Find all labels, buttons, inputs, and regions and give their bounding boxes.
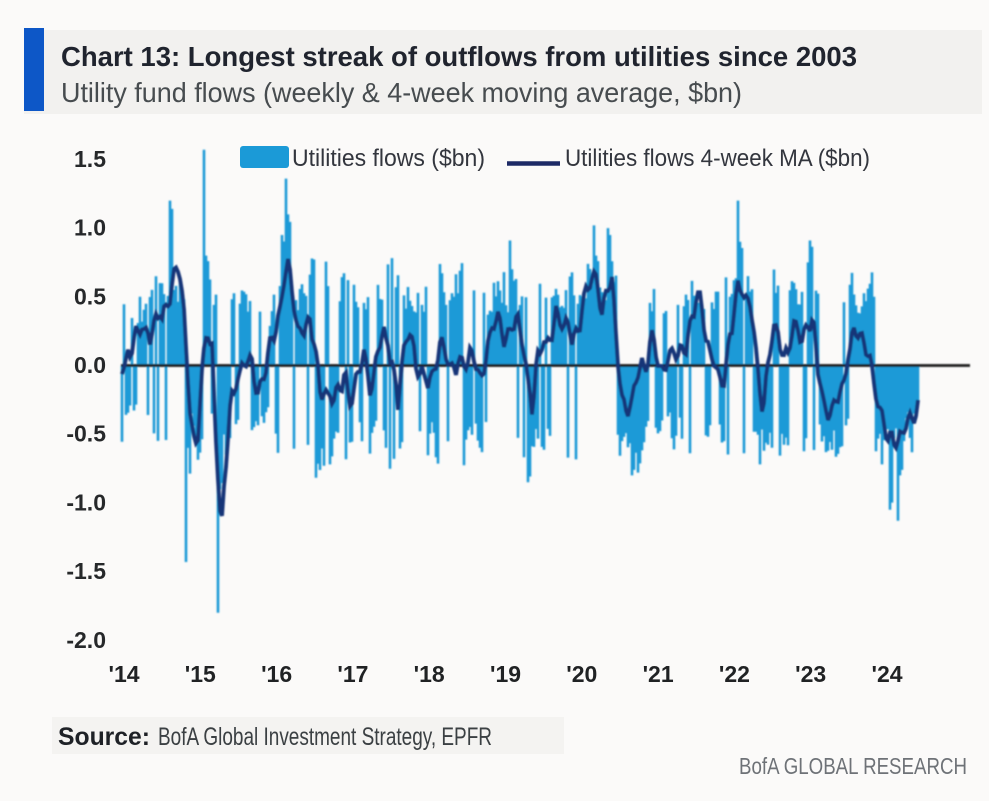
svg-text:'14: '14 <box>108 661 139 687</box>
svg-text:Chart 13: Longest streak of ou: Chart 13: Longest streak of outflows fro… <box>61 41 857 72</box>
svg-text:0.0: 0.0 <box>74 352 106 378</box>
svg-text:'20: '20 <box>566 661 597 687</box>
svg-text:'15: '15 <box>185 661 216 687</box>
svg-text:1.5: 1.5 <box>74 146 106 172</box>
svg-text:1.0: 1.0 <box>74 215 106 241</box>
svg-text:Utilities flows 4-week MA ($bn: Utilities flows 4-week MA ($bn) <box>565 145 870 172</box>
svg-text:'23: '23 <box>795 661 826 687</box>
svg-text:'24: '24 <box>871 661 902 687</box>
svg-text:'16: '16 <box>261 661 292 687</box>
svg-text:Utilities flows ($bn): Utilities flows ($bn) <box>292 145 485 172</box>
svg-text:'21: '21 <box>643 661 674 687</box>
svg-text:-1.5: -1.5 <box>66 558 106 584</box>
svg-text:'19: '19 <box>490 661 521 687</box>
svg-text:-2.0: -2.0 <box>66 627 106 653</box>
svg-text:0.5: 0.5 <box>74 283 106 309</box>
svg-text:Source:: Source: <box>58 723 150 751</box>
svg-text:-0.5: -0.5 <box>66 421 106 447</box>
svg-text:'18: '18 <box>414 661 445 687</box>
svg-text:'22: '22 <box>719 661 750 687</box>
svg-text:BofA GLOBAL RESEARCH: BofA GLOBAL RESEARCH <box>739 753 967 779</box>
svg-text:BofA Global Investment Strateg: BofA Global Investment Strategy, EPFR <box>158 723 492 751</box>
svg-text:'17: '17 <box>337 661 368 687</box>
svg-text:-1.0: -1.0 <box>66 489 106 515</box>
svg-text:Utility fund flows (weekly & 4: Utility fund flows (weekly & 4-week movi… <box>61 77 742 108</box>
